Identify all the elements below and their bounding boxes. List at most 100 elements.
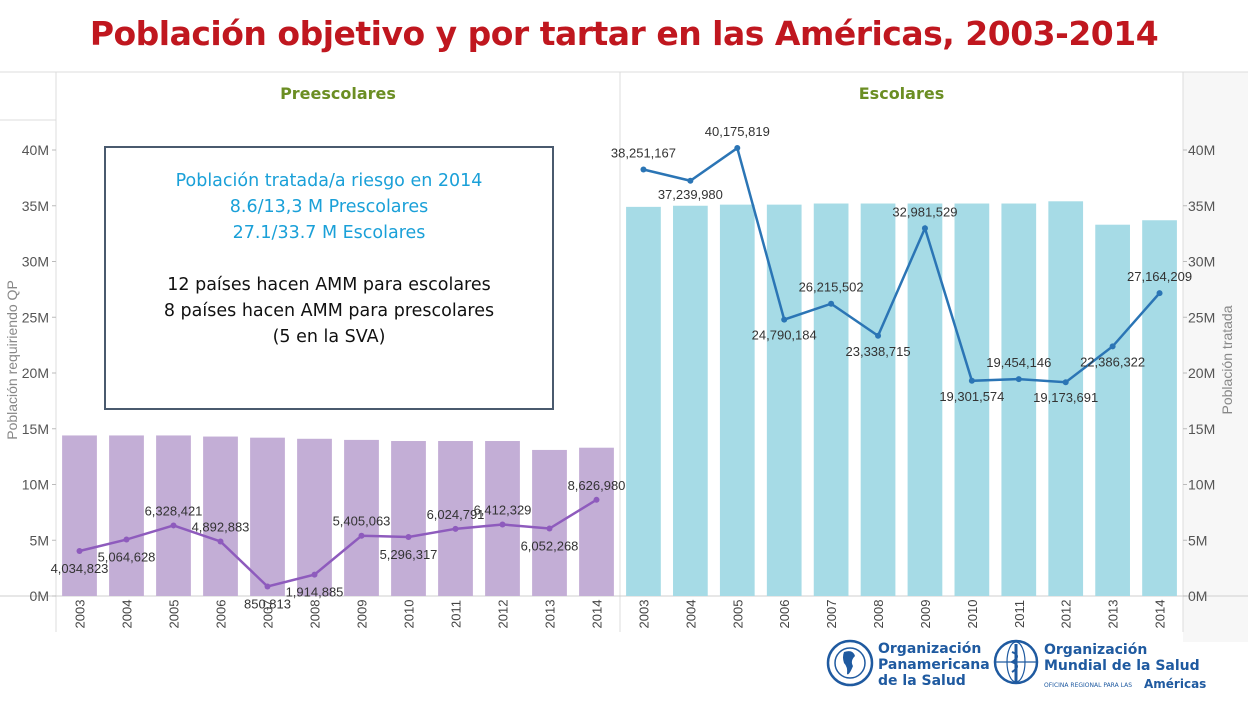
escolar-bar <box>813 203 849 596</box>
preescolar-line-point <box>76 548 83 555</box>
info-line-3: 27.1/33.7 M Escolares <box>232 223 426 243</box>
info-box: Población tratada/a riesgo en 2014 8.6/1… <box>104 146 554 410</box>
preescolar-x-label: 2003 <box>73 600 88 629</box>
escolar-bar <box>1048 201 1084 597</box>
preescolar-line-point <box>546 525 553 532</box>
left-y-tick: 30M <box>22 254 49 270</box>
escolar-line-point <box>1015 376 1022 383</box>
who-subline: Américas <box>1144 677 1206 691</box>
preescolar-bar <box>297 438 332 596</box>
pane-label-preescolares: Preescolares <box>280 84 396 103</box>
paho-line-2: Panamericana <box>878 657 990 673</box>
info-line-2: 8.6/13,3 M Prescolares <box>229 197 429 217</box>
escolar-data-label: 22,386,322 <box>1080 354 1145 369</box>
escolar-data-label: 23,338,715 <box>846 344 911 359</box>
preescolar-bar <box>156 435 191 596</box>
preescolar-bar <box>485 441 520 596</box>
preescolar-data-label: 6,052,268 <box>521 539 579 554</box>
escolar-data-label: 37,239,980 <box>658 187 723 202</box>
left-y-tick: 15M <box>22 421 49 437</box>
pane-label-escolares: Escolares <box>859 84 944 103</box>
escolar-bar <box>673 205 708 596</box>
preescolar-data-label: 6,328,421 <box>145 503 203 518</box>
preescolar-line-point <box>593 496 600 503</box>
x-axis-labels: 2003 2004 2005 2006 2007 2008 2009 2010 2011 2012… <box>73 600 1168 629</box>
escolar-line-point <box>640 166 647 173</box>
who-subline-small: OFICINA REGIONAL PARA LAS <box>1044 682 1132 689</box>
right-y-tick: 40M <box>1188 142 1215 158</box>
escolar-line-point <box>968 377 975 384</box>
preescolar-bar <box>532 449 567 596</box>
preescolar-data-label: 6,024,791 <box>427 507 485 522</box>
right-y-tick: 0M <box>1188 588 1207 604</box>
escolar-line-point <box>687 177 694 184</box>
preescolar-line <box>79 498 598 588</box>
right-y-axis: 0M 5M 10M 15M 20M 25M 30M 35M 40M Población trata… <box>1183 142 1235 604</box>
left-y-tick: 20M <box>22 365 49 381</box>
preescolar-bar <box>391 441 426 596</box>
paho-logo-icon <box>826 639 874 687</box>
escolar-x-label: 2006 <box>777 600 792 629</box>
escolar-line-point <box>828 300 835 307</box>
left-y-axis-title: Población requiriendo QP <box>4 280 20 440</box>
preescolar-bar <box>62 435 97 596</box>
escolar-bar <box>1001 203 1037 596</box>
preescolar-x-label: 2013 <box>543 600 558 629</box>
escolar-data-label: 19,301,574 <box>939 389 1004 404</box>
escolar-data-label: 19,454,146 <box>986 355 1051 370</box>
preescolar-line-point <box>499 521 506 528</box>
escolar-data-label: 27,164,209 <box>1127 269 1192 284</box>
escolar-line-point <box>921 225 928 232</box>
escolar-bar <box>860 203 896 596</box>
preescolar-data-label: 850,813 <box>244 597 291 612</box>
escolar-bar <box>719 204 755 596</box>
left-y-tick: 35M <box>22 198 49 214</box>
escolar-x-label: 2008 <box>871 600 886 629</box>
left-y-tick: 10M <box>22 477 49 493</box>
escolar-line <box>643 146 1161 384</box>
escolar-x-label: 2011 <box>1012 600 1027 628</box>
preescolar-line-point <box>452 525 459 532</box>
right-y-tick: 25M <box>1188 309 1215 325</box>
preescolar-bar <box>344 439 379 596</box>
preescolar-line-point <box>123 536 130 543</box>
preescolar-x-label: 2006 <box>214 600 229 629</box>
escolar-bar <box>1142 220 1177 596</box>
preescolar-bar <box>438 441 473 596</box>
preescolar-bar <box>203 436 238 596</box>
preescolar-data-label: 6,412,329 <box>474 503 532 518</box>
pane-labels: Preescolares Escolares <box>280 84 944 103</box>
escolar-bar <box>626 206 661 597</box>
preescolar-line-point <box>217 538 224 545</box>
right-y-axis-title: Población tratada <box>1219 305 1235 414</box>
preescolar-line-point <box>358 532 365 539</box>
preescolar-x-label: 2011 <box>449 600 464 628</box>
preescolar-line-point <box>264 583 271 590</box>
preescolar-line-point <box>405 533 412 540</box>
paho-line-1: Organización <box>878 641 981 657</box>
escolar-line-point <box>875 332 882 339</box>
escolar-x-label: 2014 <box>1153 600 1168 629</box>
right-y-tick: 30M <box>1188 254 1215 270</box>
escolar-x-label: 2007 <box>824 600 839 629</box>
preescolar-x-label: 2009 <box>355 600 370 629</box>
right-y-tick: 20M <box>1188 365 1215 381</box>
left-y-tick: 25M <box>22 309 49 325</box>
who-logo-icon <box>993 639 1039 685</box>
info-line-6: (5 en la SVA) <box>272 327 386 347</box>
preescolar-bar <box>109 435 144 596</box>
escolar-line-point <box>734 145 741 152</box>
logos: Organización Panamericana de la Salud Or… <box>826 639 1206 691</box>
escolar-data-label: 32,981,529 <box>892 204 957 219</box>
escolar-data-label: 40,175,819 <box>705 124 770 139</box>
escolar-line-point <box>1062 379 1069 386</box>
right-y-tick: 35M <box>1188 198 1215 214</box>
escolar-bar <box>954 203 990 596</box>
who-line-2: Mundial de la Salud <box>1044 658 1200 674</box>
who-line-1: Organización <box>1044 642 1147 658</box>
info-line-5: 8 países hacen AMM para prescolares <box>163 301 495 321</box>
escolar-x-label: 2004 <box>683 600 698 629</box>
escolar-data-label: 26,215,502 <box>799 280 864 295</box>
escolar-line-point <box>1109 343 1116 350</box>
